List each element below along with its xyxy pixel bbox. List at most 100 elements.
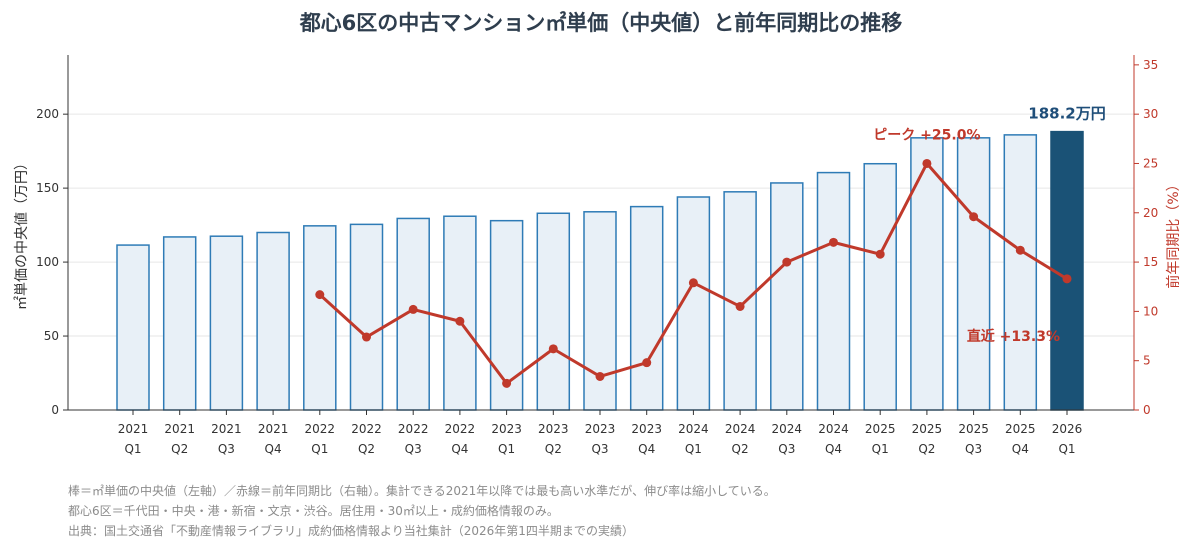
yoy-point xyxy=(362,332,371,342)
x-tick-label-year: 2024 xyxy=(772,422,803,436)
axes xyxy=(63,55,1139,415)
bar xyxy=(723,191,757,411)
y-axis-title: ㎡単価の中央値（万円） xyxy=(14,156,30,310)
x-tick-label-year: 2022 xyxy=(305,422,336,436)
yoy-point xyxy=(922,158,932,168)
x-tick-label-quarter: Q4 xyxy=(451,442,468,456)
footnote-definition: 都心6区＝千代田・中央・港・新宿・文京・渋谷。居住用・30㎡以上・成約価格情報の… xyxy=(68,503,559,518)
bar xyxy=(256,231,290,411)
tick-labels: 050100150200051015202530352021Q12021Q220… xyxy=(36,58,1158,456)
y2-tick-label: 30 xyxy=(1143,107,1158,121)
x-tick-label-quarter: Q4 xyxy=(638,442,655,456)
yoy-point xyxy=(829,237,838,247)
yoy-point xyxy=(642,358,652,368)
footnote-legend: 棒＝㎡単価の中央値（左軸）／赤線＝前年同期比（右軸）。集計できる2021年以降で… xyxy=(68,483,776,498)
x-tick-label-year: 2021 xyxy=(258,422,289,436)
bar xyxy=(349,223,384,411)
yoy-point xyxy=(1015,245,1025,255)
bar xyxy=(629,205,664,411)
yoy-point xyxy=(1062,274,1072,284)
yoy-point xyxy=(969,212,979,222)
x-tick-label-year: 2022 xyxy=(351,422,382,436)
x-tick-label-year: 2021 xyxy=(164,422,195,436)
yoy-line-series xyxy=(315,158,1072,388)
y2-tick-label: 5 xyxy=(1143,354,1151,368)
y2-tick-label: 15 xyxy=(1143,255,1158,269)
bar xyxy=(536,212,571,411)
x-tick-label-quarter: Q4 xyxy=(825,442,842,456)
bar xyxy=(489,219,524,411)
x-tick-label-year: 2023 xyxy=(538,422,569,436)
bar xyxy=(910,137,944,411)
bar xyxy=(770,182,804,411)
y2-tick-label: 0 xyxy=(1143,403,1151,417)
x-tick-label-year: 2024 xyxy=(725,422,756,436)
y-tick-label: 50 xyxy=(44,329,59,343)
x-tick-label-quarter: Q2 xyxy=(358,442,375,456)
bar xyxy=(396,217,430,411)
y-tick-label: 150 xyxy=(36,181,59,195)
yoy-point xyxy=(875,249,885,259)
x-tick-label-quarter: Q3 xyxy=(591,442,608,456)
yoy-point xyxy=(315,290,325,300)
x-tick-label-year: 2025 xyxy=(912,422,943,436)
latest-yoy-label: 直近 +13.3% xyxy=(967,328,1060,345)
bar xyxy=(816,171,851,411)
bar xyxy=(303,225,337,411)
bar xyxy=(162,236,197,411)
x-tick-label-year: 2023 xyxy=(585,422,616,436)
yoy-point xyxy=(688,278,698,288)
x-tick-label-year: 2021 xyxy=(118,422,149,436)
x-tick-label-year: 2025 xyxy=(958,422,989,436)
x-tick-label-quarter: Q1 xyxy=(498,442,515,456)
latest-value-label: 188.2万円 xyxy=(1028,105,1105,123)
x-tick-label-year: 2022 xyxy=(398,422,429,436)
x-tick-label-year: 2023 xyxy=(491,422,522,436)
y-tick-label: 0 xyxy=(51,403,59,417)
y2-tick-label: 25 xyxy=(1143,156,1158,170)
x-tick-label-quarter: Q3 xyxy=(218,442,235,456)
x-tick-label-quarter: Q4 xyxy=(1012,442,1029,456)
x-tick-label-quarter: Q2 xyxy=(545,442,562,456)
x-tick-label-year: 2024 xyxy=(678,422,709,436)
yoy-point xyxy=(548,344,558,354)
y-tick-label: 100 xyxy=(36,255,59,269)
bar xyxy=(116,244,150,411)
x-tick-label-year: 2022 xyxy=(445,422,476,436)
bar xyxy=(209,235,244,411)
peak-yoy-label: ピーク +25.0% xyxy=(873,127,980,143)
bar xyxy=(1003,134,1038,411)
y2-axis-title: 前年同期比（%） xyxy=(1165,177,1182,288)
x-tick-label-quarter: Q2 xyxy=(171,442,188,456)
yoy-point xyxy=(782,257,792,267)
x-tick-label-quarter: Q1 xyxy=(685,442,702,456)
y-tick-label: 200 xyxy=(36,107,59,121)
x-tick-label-year: 2025 xyxy=(1005,422,1036,436)
x-tick-label-quarter: Q1 xyxy=(311,442,328,456)
yoy-point xyxy=(455,316,465,326)
chart-title: 都心6区の中古マンション㎡単価（中央値）と前年同期比の推移 xyxy=(299,11,903,35)
bar xyxy=(676,196,711,411)
footnote-source: 出典：国土交通省「不動産情報ライブラリ」成約価格情報より当社集計（2026年第1… xyxy=(68,523,634,538)
yoy-point xyxy=(502,378,512,388)
yoy-point xyxy=(408,304,418,314)
y2-tick-label: 20 xyxy=(1143,206,1158,220)
y2-tick-label: 35 xyxy=(1143,58,1158,72)
x-tick-label-year: 2021 xyxy=(211,422,242,436)
x-tick-label-quarter: Q3 xyxy=(778,442,795,456)
x-tick-label-quarter: Q2 xyxy=(732,442,749,456)
bar xyxy=(863,162,897,411)
y2-tick-label: 10 xyxy=(1143,304,1158,318)
x-tick-label-quarter: Q4 xyxy=(265,442,282,456)
x-tick-label-year: 2023 xyxy=(631,422,662,436)
yoy-point xyxy=(735,301,745,311)
bar-series xyxy=(116,130,1084,411)
x-tick-label-quarter: Q3 xyxy=(405,442,422,456)
x-tick-label-quarter: Q2 xyxy=(918,442,935,456)
yoy-point xyxy=(595,371,605,381)
bar xyxy=(956,137,991,411)
x-tick-label-year: 2024 xyxy=(818,422,849,436)
bar xyxy=(443,215,477,411)
x-tick-label-quarter: Q1 xyxy=(872,442,889,456)
